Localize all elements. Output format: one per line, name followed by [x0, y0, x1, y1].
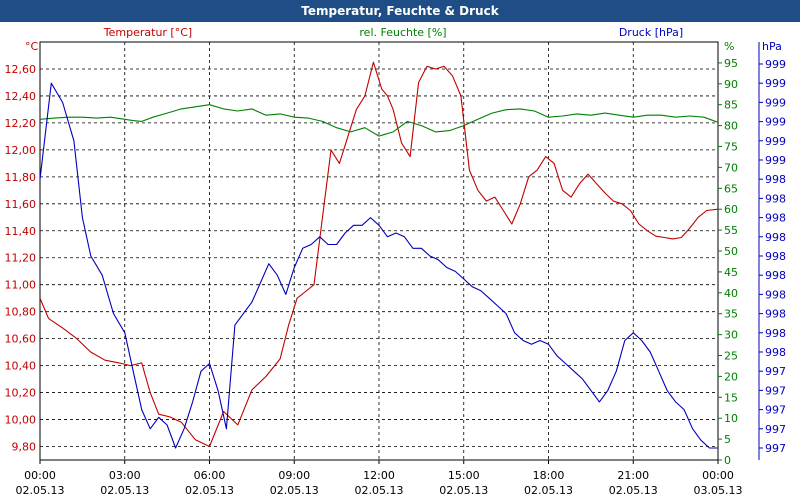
- time-tick-label: 12:00: [363, 469, 395, 482]
- humidity-tick-label: 55: [724, 224, 738, 237]
- temperature-tick-label: 10,00: [5, 414, 37, 427]
- humidity-tick-label: 5: [724, 433, 731, 446]
- temperature-tick-label: 10,40: [5, 360, 37, 373]
- series-lines: [39, 61, 719, 449]
- humidity-axis: 0 5 10 15 20 25 30 35 40 45 50 55 60 65 70 75 80 85 90 95: [718, 57, 738, 467]
- humidity-tick-label: 20: [724, 370, 738, 383]
- humidity-axis-title: rel. Feuchte [%]: [359, 26, 446, 39]
- humidity-tick-label: 45: [724, 266, 738, 279]
- pressure-tick-label: 999: [765, 77, 786, 90]
- time-tick-label: 15:00: [448, 469, 480, 482]
- pressure-tick-label: 998: [765, 327, 786, 340]
- pressure-axis: 997 997 997 997 997 998 998 998 998 998 998 998 998 9…: [758, 42, 786, 460]
- date-tick-label: 02.05.13: [524, 484, 573, 497]
- pressure-tick-label: 999: [765, 58, 786, 71]
- temperature-tick-label: 11,80: [5, 171, 37, 184]
- humidity-tick-label: 50: [724, 245, 738, 258]
- time-axis: 00:00 02.05.13 03:00 02.05.13 06:00 02.05.13 0…: [16, 460, 743, 497]
- pressure-series-line: [39, 82, 718, 449]
- pressure-tick-label: 998: [765, 212, 786, 225]
- humidity-tick-label: 15: [724, 391, 738, 404]
- pressure-tick-label: 998: [765, 288, 786, 301]
- temperature-tick-label: 10,20: [5, 387, 37, 400]
- humidity-tick-label: 25: [724, 350, 738, 363]
- pressure-tick-label: 998: [765, 269, 786, 282]
- time-tick-label: 00:00: [24, 469, 56, 482]
- humidity-tick-label: 60: [724, 203, 738, 216]
- pressure-tick-label: 998: [765, 346, 786, 359]
- grid-lines: [40, 42, 718, 460]
- time-tick-label: 03:00: [109, 469, 141, 482]
- pressure-tick-label: 998: [765, 308, 786, 321]
- window-title: Temperatur, Feuchte & Druck: [0, 0, 800, 22]
- date-tick-label: 02.05.13: [439, 484, 488, 497]
- temperature-axis-title: Temperatur [°C]: [103, 26, 192, 39]
- pressure-tick-label: 999: [765, 154, 786, 167]
- time-tick-label: 09:00: [278, 469, 310, 482]
- humidity-tick-label: 90: [724, 78, 738, 91]
- humidity-tick-label: 10: [724, 412, 738, 425]
- temperature-tick-label: 11,60: [5, 198, 37, 211]
- date-tick-label: 02.05.13: [609, 484, 658, 497]
- temperature-tick-label: 10,80: [5, 306, 37, 319]
- date-tick-label: 02.05.13: [185, 484, 234, 497]
- date-tick-label: 02.05.13: [355, 484, 404, 497]
- date-tick-label: 02.05.13: [100, 484, 149, 497]
- humidity-tick-label: 0: [724, 454, 731, 467]
- humidity-series-line: [39, 104, 719, 137]
- humidity-tick-label: 70: [724, 161, 738, 174]
- time-tick-label: 21:00: [617, 469, 649, 482]
- temperature-tick-label: 12,00: [5, 144, 37, 157]
- pressure-tick-label: 997: [765, 442, 786, 455]
- temperature-tick-label: 9,80: [12, 441, 37, 454]
- temperature-tick-label: 11,00: [5, 279, 37, 292]
- pressure-tick-label: 998: [765, 192, 786, 205]
- time-tick-label: 00:00: [702, 469, 734, 482]
- date-tick-label: 03.05.13: [694, 484, 743, 497]
- temperature-axis: 9,80 10,00 10,20 10,40 10,60 10,80 11,00 11,20 1…: [5, 63, 37, 454]
- pressure-tick-label: 997: [765, 404, 786, 417]
- pressure-tick-label: 999: [765, 116, 786, 129]
- pressure-tick-label: 998: [765, 250, 786, 263]
- humidity-tick-label: 35: [724, 308, 738, 321]
- pressure-tick-label: 998: [765, 231, 786, 244]
- time-tick-label: 18:00: [533, 469, 565, 482]
- humidity-tick-label: 40: [724, 287, 738, 300]
- temperature-series-line: [39, 61, 719, 448]
- temperature-tick-label: 11,20: [5, 252, 37, 265]
- weather-line-chart: 9,80 10,00 10,20 10,40 10,60 10,80 11,00 11,20 1…: [5, 26, 787, 497]
- temperature-tick-label: 12,60: [5, 63, 37, 76]
- pressure-tick-label: 998: [765, 173, 786, 186]
- date-tick-label: 02.05.13: [270, 484, 319, 497]
- humidity-tick-label: 30: [724, 329, 738, 342]
- humidity-tick-label: 85: [724, 99, 738, 112]
- time-tick-label: 06:00: [194, 469, 226, 482]
- pressure-axis-title: Druck [hPa]: [619, 26, 683, 39]
- temperature-tick-label: 11,40: [5, 225, 37, 238]
- pressure-tick-label: 997: [765, 423, 786, 436]
- pressure-tick-label: 999: [765, 135, 786, 148]
- humidity-tick-label: 75: [724, 141, 738, 154]
- temperature-unit-label: °C: [25, 40, 39, 53]
- temperature-tick-label: 12,40: [5, 90, 37, 103]
- pressure-tick-label: 999: [765, 96, 786, 109]
- humidity-tick-label: 65: [724, 182, 738, 195]
- humidity-tick-label: 80: [724, 120, 738, 133]
- pressure-tick-label: 997: [765, 384, 786, 397]
- humidity-tick-label: 95: [724, 57, 738, 70]
- humidity-unit-label: %: [724, 40, 734, 53]
- date-tick-label: 02.05.13: [16, 484, 65, 497]
- pressure-unit-label: hPa: [762, 40, 782, 53]
- temperature-tick-label: 10,60: [5, 333, 37, 346]
- temperature-tick-label: 12,20: [5, 117, 37, 130]
- pressure-tick-label: 997: [765, 365, 786, 378]
